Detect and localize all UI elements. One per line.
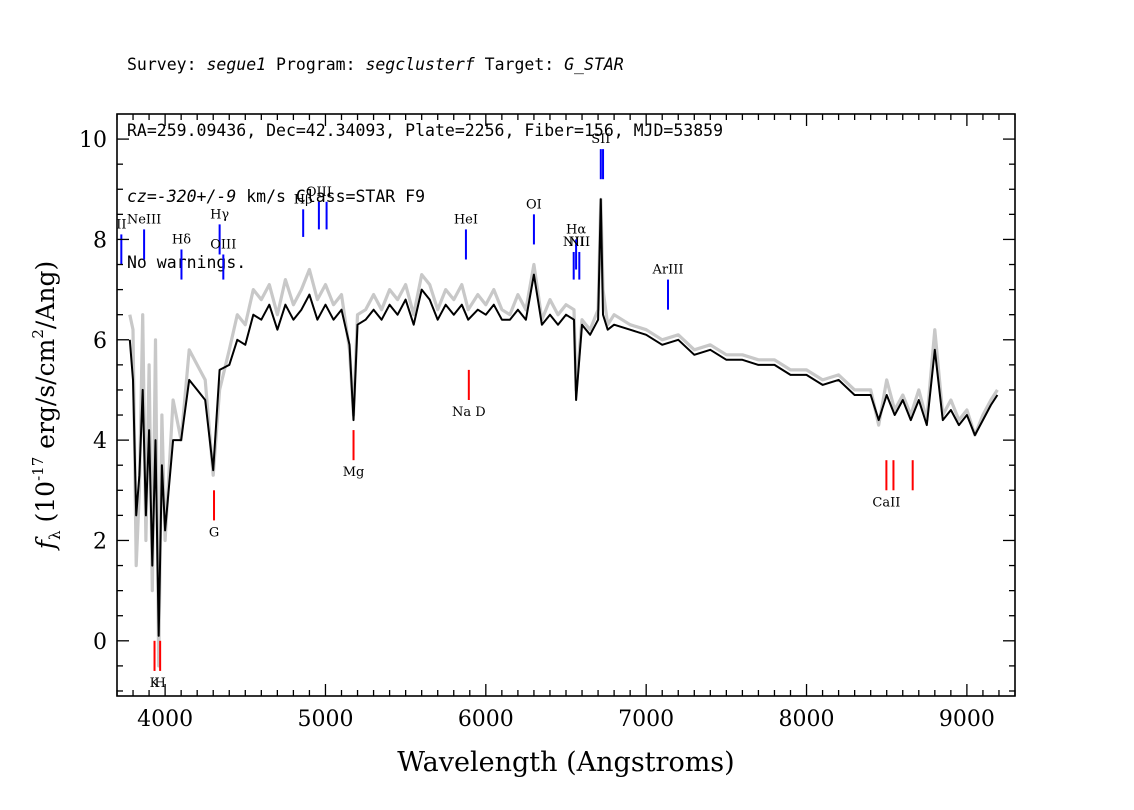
x-tick-label: 5000 [297, 707, 353, 732]
header-line-redshift: cz=-320+/-9 km/s Class=STAR F9 [127, 186, 723, 208]
class-value: km/s Class=STAR F9 [236, 187, 426, 206]
x-tick-label: 4000 [137, 707, 193, 732]
emission-line-label: SII [591, 132, 610, 147]
emission-line-label: Hγ [210, 207, 229, 222]
emission-line-label: Hβ [294, 192, 313, 207]
absorption-line-label: Na D [452, 405, 486, 420]
x-tick-label: 6000 [458, 707, 514, 732]
target-value: G_STAR [564, 55, 624, 74]
emission-line-label: HeI [454, 212, 478, 227]
x-tick-label: 9000 [939, 707, 995, 732]
absorption-line-label: CaII [872, 495, 900, 510]
emission-line-label: OIII [306, 185, 332, 200]
axes-layer: 4000 5000 6000 7000 8000 9000 0 2 4 6 8 10 [79, 114, 1016, 732]
absorption-line-label: G [209, 525, 219, 540]
emission-line-label: ArIII [651, 263, 683, 278]
y-tick-label: 0 [93, 630, 107, 655]
y-tick-label: 10 [79, 128, 107, 153]
absorption-line-label: K [150, 676, 160, 691]
x-axis-label: Wavelength (Angstroms) [397, 747, 734, 778]
y-tick-label: 6 [93, 329, 107, 354]
emission-line-label: Hδ [172, 232, 191, 247]
emission-line-label: NII [563, 235, 585, 250]
cz-value: cz=-320+/-9 [127, 187, 237, 206]
y-tick-label: 4 [93, 429, 107, 454]
absorption-line-label: H [154, 676, 165, 691]
plot-frame [116, 113, 1016, 697]
raw-flux-line [128, 197, 999, 668]
y-tick-label: 8 [93, 228, 107, 253]
spectrum-header: Survey: segue1 Program: segclusterf Targ… [127, 10, 723, 296]
header-line-coordinates: RA=259.09436, Dec=42.34093, Plate=2256, … [127, 121, 724, 140]
survey-label: Survey: [127, 55, 207, 74]
emission-line-label: OIII [210, 237, 236, 252]
raw-flux-layer [128, 197, 999, 668]
emission-line-label: OI [526, 197, 542, 212]
smoothed-flux-layer [128, 198, 999, 637]
emission-line-label: NII [568, 235, 590, 250]
absorption-line-label: Mg [343, 465, 365, 480]
program-value: segclusterf [365, 55, 475, 74]
program-label: Program: [266, 55, 366, 74]
y-tick-label: 2 [93, 529, 107, 554]
header-line-survey: Survey: segue1 Program: segclusterf Targ… [127, 54, 723, 76]
smoothed-flux-line [128, 198, 999, 637]
y-axis-label: fλ (10-17 erg/s/cm2/Ang) [29, 261, 64, 551]
emission-line-label: II [116, 217, 126, 232]
emission-line-label: Hα [566, 222, 586, 237]
x-tick-label: 8000 [779, 707, 835, 732]
emission-line-label: NeIII [127, 212, 161, 227]
x-tick-label: 7000 [618, 707, 674, 732]
target-label: Target: [474, 55, 565, 74]
line-markers-layer: II NeIIIHδHγOIIIHβOIIIHeIOINIIHαNIISIIArI… [116, 132, 914, 691]
survey-value: segue1 [206, 55, 267, 74]
